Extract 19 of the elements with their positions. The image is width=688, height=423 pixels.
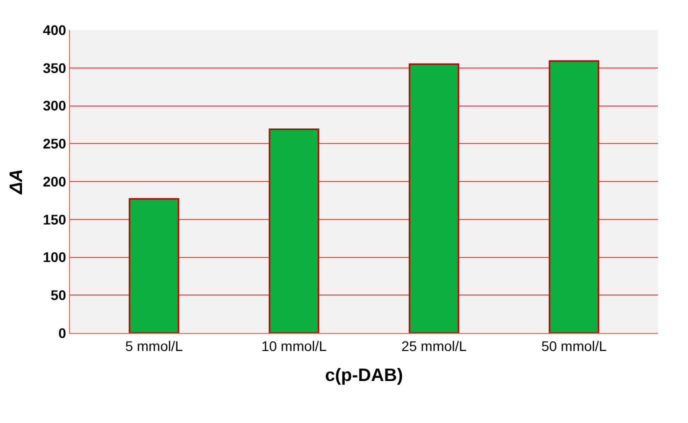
y-tick-label: 300	[42, 98, 66, 114]
x-axis-title: c(p-DAB)	[325, 364, 403, 385]
y-tick-label: 200	[42, 173, 66, 190]
bar	[128, 198, 180, 333]
bar	[548, 60, 600, 333]
y-tick-label: 400	[42, 22, 66, 38]
x-tick-label: 5 mmol/L	[125, 338, 183, 354]
y-tick-label: 150	[42, 211, 66, 228]
x-tick-label: 10 mmol/L	[261, 338, 327, 354]
bar	[268, 128, 320, 333]
y-tick-label: 350	[42, 60, 66, 76]
y-tick-label: 0	[58, 324, 66, 341]
y-tick-label: 250	[42, 136, 66, 152]
y-tick-label: 50	[50, 287, 66, 304]
y-tick-label: 100	[42, 249, 66, 266]
x-tick-label: 50 mmol/L	[541, 338, 607, 354]
x-tick-label: 25 mmol/L	[401, 338, 467, 354]
y-axis-title: ΔA	[6, 168, 26, 196]
bar	[408, 63, 460, 333]
